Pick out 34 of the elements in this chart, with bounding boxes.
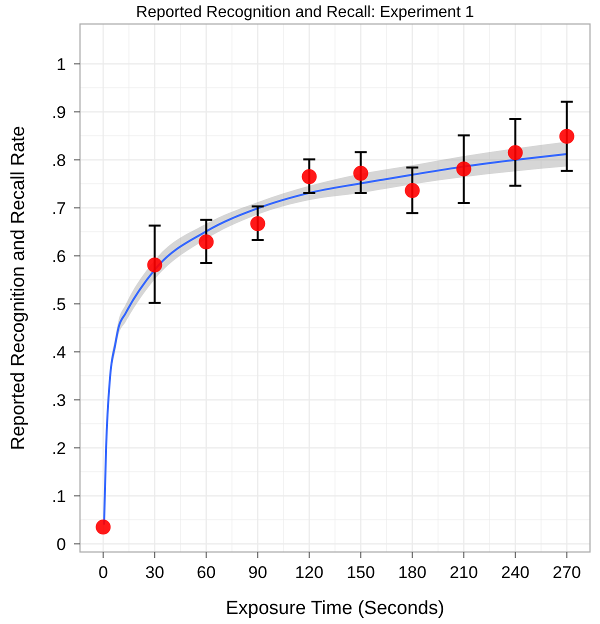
y-tick-label: .6 bbox=[52, 246, 66, 266]
x-tick-label: 30 bbox=[145, 563, 164, 582]
x-tick-label: 150 bbox=[346, 563, 375, 582]
x-tick-label: 270 bbox=[552, 563, 582, 582]
point bbox=[559, 128, 574, 144]
y-tick-label: .9 bbox=[52, 102, 66, 122]
x-tick-label: 120 bbox=[295, 563, 324, 582]
x-tick-label: 60 bbox=[196, 563, 216, 582]
y-tick-label: .1 bbox=[52, 486, 66, 506]
y-tick-label: .8 bbox=[52, 150, 66, 170]
y-tick-label: .3 bbox=[52, 390, 66, 410]
point bbox=[147, 257, 162, 272]
chart-title: Reported Recognition and Recall: Experiment 1 bbox=[136, 4, 474, 21]
x-tick-label: 240 bbox=[501, 563, 530, 582]
point bbox=[404, 183, 420, 198]
point bbox=[456, 161, 472, 176]
y-tick-label: 1 bbox=[56, 54, 66, 74]
y-tick-label: .2 bbox=[52, 438, 66, 458]
x-tick-label: 180 bbox=[398, 563, 426, 582]
x-axis-title: Exposure Time (Seconds) bbox=[226, 598, 444, 619]
point bbox=[353, 166, 368, 181]
x-tick-label: 210 bbox=[450, 563, 478, 582]
y-tick-label: .7 bbox=[52, 198, 66, 218]
y-tick-label: .4 bbox=[52, 342, 66, 362]
x-tick-label: 0 bbox=[98, 563, 108, 582]
point bbox=[508, 145, 523, 160]
x-tick-label: 90 bbox=[248, 563, 268, 582]
y-tick-label: 0 bbox=[56, 534, 66, 554]
y-axis-title: Reported Recognition and Recall Rate bbox=[8, 126, 29, 450]
point bbox=[250, 216, 266, 232]
y-tick-label: .5 bbox=[52, 294, 66, 314]
point bbox=[96, 520, 111, 535]
point bbox=[302, 169, 317, 184]
point bbox=[198, 234, 214, 250]
